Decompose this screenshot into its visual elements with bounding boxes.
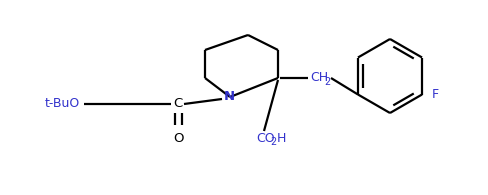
Text: 2: 2 <box>269 137 276 147</box>
Text: CO: CO <box>256 131 274 144</box>
Text: t-BuO: t-BuO <box>44 98 80 111</box>
Text: H: H <box>276 131 286 144</box>
Text: CH: CH <box>309 72 327 84</box>
Text: F: F <box>431 88 438 101</box>
Text: C: C <box>173 98 182 111</box>
Text: N: N <box>223 90 234 104</box>
Text: 2: 2 <box>324 77 329 87</box>
Text: O: O <box>172 131 183 144</box>
